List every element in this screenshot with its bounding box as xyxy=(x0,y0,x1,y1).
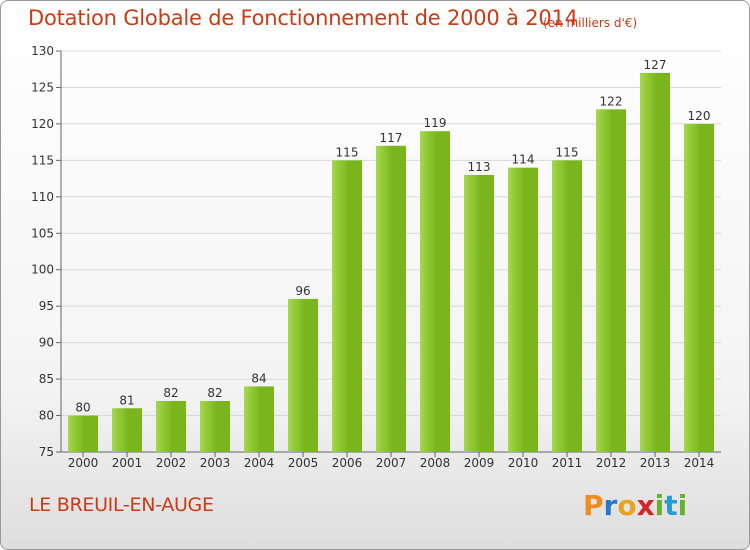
y-tick-label: 95 xyxy=(39,299,54,313)
data-label-2005: 96 xyxy=(295,284,310,298)
x-tick-label: 2000 xyxy=(68,456,99,470)
x-tick-label: 2005 xyxy=(288,456,319,470)
y-tick-label: 115 xyxy=(31,153,54,167)
bar-2014 xyxy=(684,123,714,452)
data-label-2008: 119 xyxy=(424,116,447,130)
bar-2008 xyxy=(420,131,450,452)
bar-2004 xyxy=(244,386,274,452)
data-label-2003: 82 xyxy=(207,386,222,400)
x-tick-label: 2001 xyxy=(112,456,143,470)
y-tick-label: 120 xyxy=(31,117,54,131)
bar-2005 xyxy=(288,298,318,452)
bar-2013 xyxy=(640,72,670,452)
y-tick-label: 105 xyxy=(31,226,54,240)
bar-2007 xyxy=(376,145,406,453)
x-tick-label: 2013 xyxy=(640,456,671,470)
bar-2011 xyxy=(552,160,582,452)
x-tick-label: 2008 xyxy=(420,456,451,470)
commune-name: LE BREUIL-EN-AUGE xyxy=(29,494,214,516)
x-tick-label: 2010 xyxy=(508,456,539,470)
bar-2012 xyxy=(596,109,626,452)
data-label-2010: 114 xyxy=(512,153,535,167)
chart-title: Dotation Globale de Fonctionnement de 20… xyxy=(28,6,578,30)
bars xyxy=(68,72,714,453)
x-tick-label: 2011 xyxy=(552,456,583,470)
x-tick-label: 2007 xyxy=(376,456,407,470)
bar-2009 xyxy=(464,174,494,453)
y-tick-label: 110 xyxy=(31,190,54,204)
data-labels: 80 81 82 82 84 96 115 117 119 113 114 115 122 127 120 xyxy=(75,58,710,415)
bar-2010 xyxy=(508,167,538,452)
x-tick-label: 2014 xyxy=(684,456,715,470)
data-label-2009: 113 xyxy=(468,160,491,174)
y-tick-label: 100 xyxy=(31,263,54,277)
data-label-2013: 127 xyxy=(644,58,667,72)
proxiti-logo: Proxiti xyxy=(583,489,688,522)
x-tick-label: 2012 xyxy=(596,456,627,470)
bar-2003 xyxy=(200,400,230,452)
x-tick-label: 2004 xyxy=(244,456,275,470)
data-label-2004: 84 xyxy=(251,371,266,385)
bar-2002 xyxy=(156,400,186,452)
data-label-2006: 115 xyxy=(336,145,359,159)
y-tick-label: 75 xyxy=(39,445,54,459)
chart-subtitle: (en milliers d'€) xyxy=(543,16,638,30)
y-tick-label: 125 xyxy=(31,80,54,94)
bar-2000 xyxy=(68,415,98,452)
y-tick-label: 130 xyxy=(31,44,54,58)
data-label-2001: 81 xyxy=(119,393,134,407)
x-tick-label: 2003 xyxy=(200,456,231,470)
data-label-2000: 80 xyxy=(75,401,90,415)
y-tick-label: 90 xyxy=(39,336,54,350)
data-label-2002: 82 xyxy=(163,386,178,400)
x-tick-label: 2009 xyxy=(464,456,495,470)
y-tick-label: 85 xyxy=(39,372,54,386)
data-label-2011: 115 xyxy=(556,145,579,159)
data-label-2007: 117 xyxy=(380,131,403,145)
x-tick-label: 2006 xyxy=(332,456,363,470)
x-tick-label: 2002 xyxy=(156,456,187,470)
data-label-2014: 120 xyxy=(688,109,711,123)
y-tick-label: 80 xyxy=(39,409,54,423)
bar-2001 xyxy=(112,408,142,452)
bar-2006 xyxy=(332,160,362,452)
data-label-2012: 122 xyxy=(600,94,623,108)
